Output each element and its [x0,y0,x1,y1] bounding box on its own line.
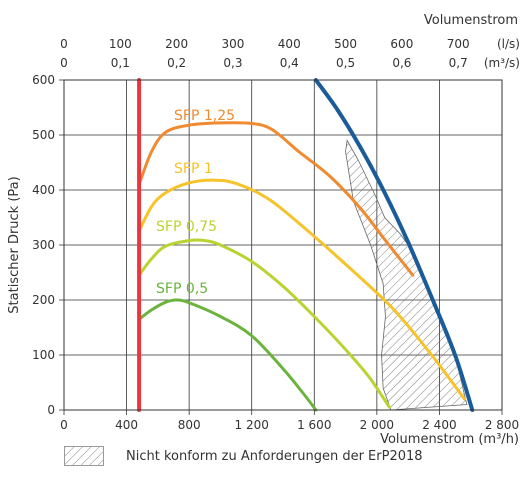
series-label: SFP 1 [174,161,213,177]
top-m3s-tick-label: 0,4 [280,56,299,70]
top-m3s-unit: (m³/s) [484,56,520,70]
top-axis-label: Volumenstrom [424,13,518,28]
series-line-sfp-1-25 [137,121,415,277]
x-axis-label: Volumenstrom (m³/h) [380,432,519,447]
top-m3s-tick-label: 0,5 [336,56,355,70]
top-ls-tick-label: 100 [109,37,132,51]
top-m3s-tick-label: 0,2 [167,56,186,70]
series-line-sfp-0-75 [137,238,391,409]
series-line-sfp-1 [137,178,466,401]
y-tick-label: 200 [32,293,55,307]
axes [59,79,503,415]
limit-line-5 [313,78,475,412]
y-tick-label: 100 [32,348,55,362]
top-ls-tick-label: 700 [447,37,470,51]
y-axis-label: Statischer Druck (Pa) [7,176,22,313]
top-ls-tick-label: 300 [221,37,244,51]
non-conform-region [345,139,468,411]
legend: Nicht konform zu Anforderungen der ErP20… [64,446,423,466]
x-tick-label: 0 [60,418,68,432]
y-tick-label: 0 [47,403,55,417]
top-ls-tick-label: 200 [165,37,188,51]
top-ls-tick-label: 400 [278,37,301,51]
top-ls-tick-label: 0 [60,37,68,51]
legend-label: Nicht konform zu Anforderungen der ErP20… [126,448,423,464]
y-tick-label: 600 [32,73,55,87]
top-m3s-tick-label: 0,1 [111,56,130,70]
x-tick-label: 2 000 [360,418,394,432]
series-line-sfp-0-5 [137,298,318,412]
x-tick-label: 2 800 [485,418,519,432]
x-tick-label: 800 [178,418,201,432]
y-tick-label: 400 [32,183,55,197]
top-ls-unit: (l/s) [497,37,520,51]
y-tick-label: 500 [32,128,55,142]
series-label: SFP 0,5 [156,281,208,297]
series-label: SFP 1,25 [174,108,235,124]
hatch-swatch-icon [64,446,104,466]
hatch-region [345,139,468,411]
x-tick-label: 1 600 [297,418,331,432]
y-tick-label: 300 [32,238,55,252]
x-tick-label: 2 400 [422,418,456,432]
top-m3s-tick-label: 0 [60,56,68,70]
top-m3s-tick-label: 0,6 [392,56,411,70]
series-label: SFP 0,75 [156,219,217,235]
top-ls-tick-label: 600 [390,37,413,51]
top-ls-tick-label: 500 [334,37,357,51]
text-labels: 0 400 800 1 200 1 600 2 000 2 400 2 800 0 100 200 3… [7,13,520,447]
top-m3s-tick-label: 0,7 [449,56,468,70]
x-tick-label: 1 200 [235,418,269,432]
x-tick-label: 400 [115,418,138,432]
series-lines [137,78,475,412]
top-m3s-tick-label: 0,3 [223,56,242,70]
